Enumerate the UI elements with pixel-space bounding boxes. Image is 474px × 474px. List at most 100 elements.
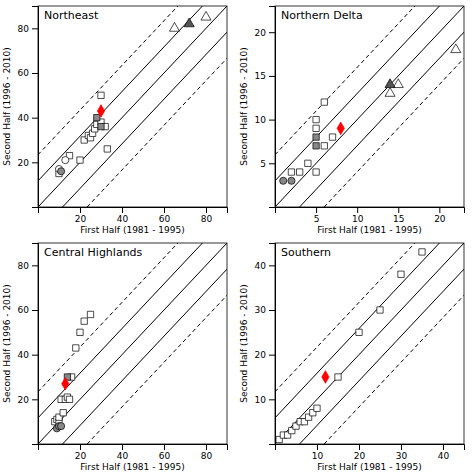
panel-title: Northeast	[44, 9, 99, 22]
y-tick: 15	[255, 71, 275, 81]
marks	[275, 6, 464, 207]
x-tick-mark	[317, 444, 318, 450]
y-tick: 10	[255, 395, 275, 405]
panel: 2040608020406080NortheastFirst Half (198…	[2, 6, 228, 235]
y-tick-label: 80	[18, 24, 30, 34]
figure: 2040608020406080NortheastFirst Half (198…	[0, 0, 474, 474]
x-tick: 80	[201, 444, 213, 461]
x-tick: 20	[434, 207, 446, 224]
y-tick-label: 80	[18, 261, 30, 271]
x-tick-mark	[164, 207, 165, 213]
y-tick-mark	[269, 120, 275, 121]
point	[356, 329, 362, 335]
y-tick-label: 20	[18, 158, 30, 168]
y-tick-mark	[32, 28, 38, 29]
y-tick-label: 10	[255, 115, 267, 125]
y-tick: 60	[18, 68, 38, 78]
y-axis-line	[269, 7, 276, 208]
reference-line	[300, 32, 464, 207]
reference-line	[275, 6, 464, 207]
point	[385, 79, 395, 88]
plot-frame	[38, 243, 227, 444]
x-tick-mark	[357, 207, 358, 213]
x-axis: 10 20 30 40	[276, 444, 465, 461]
y-tick-label: 60	[18, 305, 30, 315]
y-tick-label: 10	[255, 395, 267, 405]
point	[184, 18, 194, 27]
y-tick-mark	[32, 73, 38, 74]
x-axis-title: First Half (1981 - 1995)	[80, 462, 184, 472]
x-axis: 20406080	[39, 444, 228, 461]
point	[337, 122, 344, 135]
x-axis-line	[276, 445, 465, 451]
point	[98, 123, 104, 129]
y-tick: 30	[255, 305, 275, 315]
panel: 51015205101520Northern DeltaFirst Half (…	[239, 6, 465, 235]
x-tick-label: 20	[354, 451, 366, 461]
point	[313, 169, 319, 175]
y-axis-line	[32, 7, 39, 208]
x-tick: 40	[438, 444, 450, 461]
y-tick-mark	[269, 163, 275, 164]
x-tick-label: 10	[312, 451, 324, 461]
point	[81, 318, 87, 324]
x-axis: 5 10 15 20	[276, 207, 465, 224]
x-tick-label: 80	[201, 451, 213, 461]
x-tick-mark	[398, 207, 399, 213]
point	[321, 99, 327, 105]
point	[314, 405, 320, 411]
reference-line	[275, 6, 439, 181]
x-axis-title: First Half (1981 - 1995)	[80, 225, 184, 235]
x-tick-mark	[316, 207, 317, 213]
point	[288, 169, 294, 175]
point	[280, 177, 287, 184]
reference-line	[38, 6, 202, 181]
panel: 2040608020406080Central HighlandsFirst H…	[2, 243, 228, 472]
point	[58, 168, 65, 175]
point	[385, 88, 395, 97]
y-tick-mark	[32, 355, 38, 356]
y-tick-label: 40	[18, 350, 30, 360]
y-axis-title: Second Half (1996 - 2010)	[239, 47, 249, 166]
y-axis-title: Second Half (1996 - 2010)	[2, 284, 12, 403]
x-tick-label: 15	[393, 214, 404, 224]
x-tick: 15	[393, 207, 404, 224]
x-axis-line	[276, 208, 465, 214]
x-tick-label: 80	[201, 214, 213, 224]
reference-line	[38, 6, 227, 207]
y-tick-mark	[32, 310, 38, 311]
reference-line	[300, 269, 464, 444]
x-tick-mark	[122, 444, 123, 450]
point	[87, 311, 93, 317]
y-tick-mark	[269, 76, 275, 77]
y-tick-mark	[32, 265, 38, 266]
marks	[38, 243, 227, 444]
x-axis-line	[39, 208, 228, 214]
x-tick-mark	[80, 444, 81, 450]
x-tick-label: 10	[352, 214, 364, 224]
point	[62, 377, 69, 390]
reference-line	[275, 243, 439, 418]
x-tick: 60	[159, 207, 171, 224]
panel: 1020304010203040SouthernFirst Half (1981…	[239, 243, 465, 472]
point	[377, 307, 383, 313]
x-tick-mark	[122, 207, 123, 213]
point	[73, 345, 79, 351]
point	[393, 79, 403, 88]
point	[296, 169, 302, 175]
x-tick-mark	[206, 444, 207, 450]
point	[335, 374, 341, 380]
y-tick-label: 15	[255, 71, 266, 81]
point	[321, 143, 327, 149]
marks	[38, 6, 227, 207]
x-tick-mark	[443, 444, 444, 450]
x-tick: 40	[117, 207, 129, 224]
x-tick-label: 5	[314, 214, 320, 224]
x-tick-label: 30	[396, 451, 408, 461]
point	[419, 249, 425, 255]
y-tick-label: 60	[18, 68, 30, 78]
point	[104, 146, 110, 152]
x-axis-title: First Half (1981 - 1995)	[317, 225, 421, 235]
y-tick: 40	[18, 350, 38, 360]
x-tick: 10	[352, 207, 364, 224]
